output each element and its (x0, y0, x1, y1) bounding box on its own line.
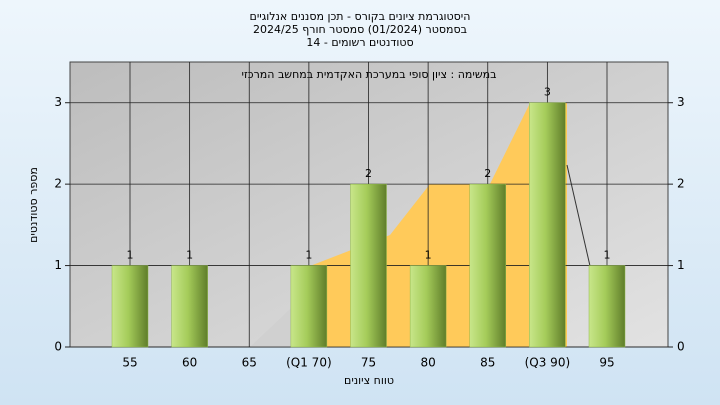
bar (111, 265, 149, 348)
value-label: 1 (186, 249, 193, 262)
x-tick-label: 55 (122, 356, 137, 370)
chart-subtitle: בסמסטר (01/2024) סמסטר חורף 2024/25 (253, 23, 467, 36)
value-label: 1 (604, 249, 611, 262)
x-tick-label: (Q1 70) (286, 356, 332, 370)
value-label: 2 (484, 167, 491, 180)
value-label: 3 (544, 86, 551, 99)
chart-subtitle: סטודנטים רשומים - 14 (306, 36, 413, 49)
bar (171, 265, 208, 348)
y-tick-label: 1 (54, 258, 62, 272)
annotation: במשימה : ציון סופי במערכת האקדמית במחשב … (242, 68, 497, 81)
value-label: 1 (425, 249, 432, 262)
x-tick-label: 80 (420, 356, 435, 370)
y-tick-label: 3 (54, 95, 62, 109)
bar (350, 183, 387, 348)
y-tick-label: 3 (677, 95, 685, 109)
y-tick-label: 2 (54, 177, 62, 191)
bar (409, 265, 447, 348)
x-axis-label: טווח ציונים (344, 374, 394, 387)
y-tick-label: 2 (677, 177, 685, 191)
chart-title: היסטוגרמת ציונים בקורס - תכן מסננים אנלו… (250, 10, 471, 23)
whisker (566, 164, 591, 267)
x-tick-label: (Q3 90) (525, 356, 571, 370)
x-tick-label: 95 (599, 356, 614, 370)
x-tick-label: 85 (480, 356, 495, 370)
y-tick-label: 0 (54, 340, 62, 354)
y-tick-label: 0 (677, 340, 685, 354)
y-axis-label: מספר סטודנטים (27, 167, 40, 243)
bar (529, 102, 566, 348)
x-tick-label: 65 (242, 356, 257, 370)
bar (588, 265, 626, 348)
y-tick-label: 1 (677, 258, 685, 272)
value-label: 1 (127, 249, 134, 262)
value-label: 2 (365, 167, 372, 180)
x-tick-label: 60 (182, 356, 197, 370)
value-label: 1 (305, 249, 312, 262)
bar (290, 265, 328, 348)
bar (469, 183, 506, 348)
x-tick-label: 75 (361, 356, 376, 370)
